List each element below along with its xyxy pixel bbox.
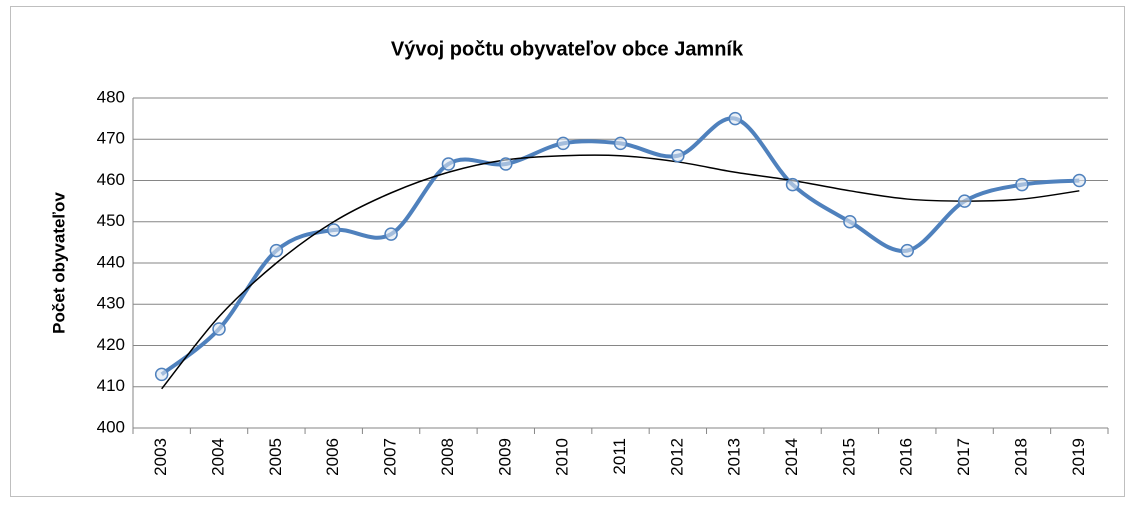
marker — [1072, 173, 1087, 188]
x-tick-label: 2010 — [553, 438, 572, 476]
marker — [499, 157, 513, 171]
x-tick-label: 2013 — [725, 438, 744, 476]
x-tick-label: 2015 — [839, 438, 858, 476]
y-tick-label: 400 — [97, 417, 125, 436]
y-axis-label: Počet obyvateľov — [49, 192, 68, 334]
x-tick-label: 2014 — [782, 438, 801, 476]
marker — [785, 177, 800, 192]
x-tick-label: 2004 — [209, 438, 228, 476]
x-tick-label: 2011 — [610, 438, 629, 475]
chart-title: Vývoj počtu obyvateľov obce Jamník — [391, 38, 744, 60]
x-tick-label: 2003 — [151, 438, 170, 476]
marker — [154, 367, 169, 382]
y-tick-label: 420 — [97, 335, 125, 354]
x-tick-label: 2019 — [1069, 438, 1088, 476]
x-tick-label: 2008 — [438, 438, 457, 476]
marker — [671, 149, 685, 163]
marker — [212, 322, 226, 336]
chart-frame — [10, 6, 1125, 497]
y-tick-label: 460 — [97, 170, 125, 189]
marker — [900, 243, 915, 258]
y-tick-label: 450 — [97, 211, 125, 230]
y-tick-label: 440 — [97, 252, 125, 271]
y-tick-label: 430 — [97, 294, 125, 313]
marker — [326, 223, 341, 237]
x-tick-label: 2005 — [266, 438, 285, 476]
x-tick-label: 2006 — [323, 438, 342, 476]
y-tick-label: 470 — [97, 129, 125, 148]
marker — [728, 111, 742, 126]
x-tick-label: 2018 — [1011, 438, 1030, 476]
x-tick-label: 2012 — [667, 438, 686, 476]
y-tick-label: 410 — [97, 376, 125, 395]
marker — [556, 136, 570, 151]
x-tick-label: 2007 — [381, 438, 400, 476]
marker — [269, 243, 284, 258]
x-tick-label: 2016 — [897, 438, 916, 476]
marker — [613, 136, 628, 151]
trendline — [161, 154, 1080, 390]
x-tick-label: 2017 — [954, 438, 973, 476]
marker — [384, 227, 398, 241]
marker — [843, 215, 857, 229]
y-tick-label: 480 — [97, 87, 125, 106]
marker — [441, 157, 456, 171]
x-tick-label: 2009 — [495, 438, 514, 476]
marker — [957, 194, 972, 208]
marker — [1015, 177, 1029, 192]
